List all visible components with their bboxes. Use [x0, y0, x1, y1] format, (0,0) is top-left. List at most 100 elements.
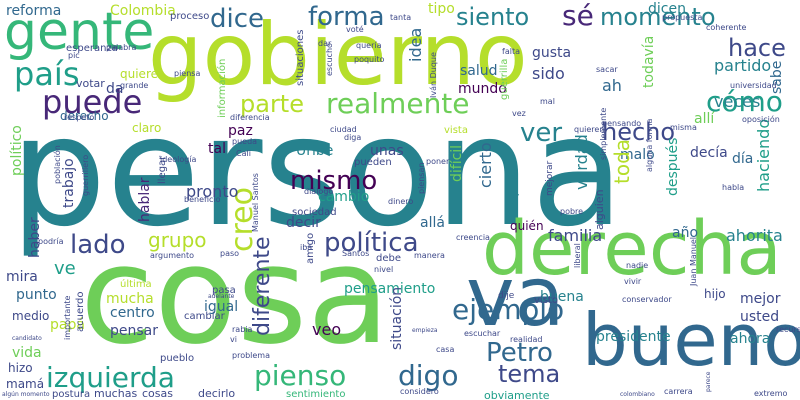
word-conservador: conservador — [622, 295, 672, 304]
word-mejor: mejor — [740, 291, 781, 307]
word-mama: mamá — [6, 377, 45, 391]
word-haciendo: haciendo — [754, 118, 773, 192]
word-escuchar: escuchar — [464, 329, 501, 338]
word-misma: misma — [670, 123, 697, 132]
word-pobre: pobre — [560, 207, 584, 216]
word-ahora: ahora — [730, 331, 771, 347]
word-esperanza: esperanza — [66, 43, 118, 54]
word-queria: quería — [356, 41, 382, 50]
word-tanta: tanta — [390, 13, 412, 22]
word-nadie: nadie — [626, 261, 649, 270]
word-falta: falta — [502, 47, 520, 56]
word-toda: toda — [610, 138, 634, 184]
word-politico: político — [9, 125, 25, 176]
word-mundo: mundo — [458, 81, 507, 97]
word-guerrillero: guerrillero — [81, 154, 90, 196]
word-empresa: empresa — [509, 168, 520, 212]
word-pensamiento: pensamiento — [344, 281, 436, 297]
word-guerrilla: guerrilla — [499, 58, 510, 100]
word-veo: veo — [312, 320, 342, 339]
word-mismo: mismo — [290, 166, 378, 196]
word-paso: paso — [220, 249, 240, 258]
word-cosa: cosa — [80, 217, 390, 374]
word-grupo: grupo — [148, 228, 207, 252]
word-buena: buena — [540, 289, 584, 305]
word-situacion: situación — [389, 286, 405, 350]
word-realmente: realmente — [326, 87, 470, 120]
word-alla: allá — [420, 215, 445, 231]
word-respeto: respeto — [64, 113, 95, 122]
word-palabra: palabra — [106, 43, 137, 52]
word-carrera: carrera — [664, 387, 693, 396]
word-uribe: Uribe — [296, 143, 334, 159]
word-derecho: derecho — [60, 109, 109, 123]
word-verdad: verdad — [572, 134, 591, 190]
word-problema: problema — [232, 351, 271, 360]
word-va: va — [466, 250, 565, 345]
word-punto: punto — [16, 287, 57, 303]
word-decir: decir — [286, 215, 321, 231]
word-pais: país — [14, 55, 80, 93]
word-alli: allí — [694, 111, 715, 127]
word-hace: hace — [728, 34, 786, 62]
word-dialogo: diálogo — [304, 187, 334, 196]
word-manuel-santos: Manuel Santos — [251, 173, 260, 232]
word-colombia: Colombia — [110, 3, 176, 19]
word-poner: poner — [426, 157, 450, 166]
word-pueblo: pueblo — [160, 353, 195, 364]
word-liberal: liberal — [573, 243, 582, 268]
word-usted: usted — [740, 309, 780, 325]
word-tipo: tipo — [428, 1, 455, 17]
word-mejorar: mejorar — [545, 160, 555, 196]
word-extremo: extremo — [754, 389, 788, 398]
word-pasa: pasa — [212, 285, 236, 296]
word-coherente: coherente — [706, 23, 747, 32]
word-juan-manuel: Juan Manuel — [689, 236, 698, 286]
word-salud: salud — [460, 63, 498, 79]
word-ejemplo: ejemplo — [452, 293, 565, 326]
word-alguna-forma: alguna forma — [645, 118, 654, 172]
word-vista: vista — [444, 125, 468, 136]
word-quieren: quieren — [574, 125, 605, 134]
word-podria: podría — [38, 237, 64, 246]
word-ahorita: ahorita — [726, 226, 783, 245]
word-situaciones: situaciones — [295, 29, 306, 86]
word-se: sé — [562, 0, 594, 32]
word-adelante: adelante — [208, 293, 235, 300]
word-pueda: pueda — [232, 137, 258, 146]
word-pic: pic — [68, 51, 80, 60]
word-debe: debe — [376, 253, 401, 264]
word-alguien: alguien — [593, 189, 606, 230]
word-muchas: muchas — [94, 387, 138, 400]
word-partido: partido — [714, 56, 772, 75]
word-petro: Petro — [486, 338, 553, 368]
word-lado: lado — [70, 230, 126, 260]
word-forma: forma — [308, 2, 385, 32]
word-manera: manera — [414, 251, 445, 260]
word-simplemente: simplemente — [599, 107, 608, 160]
word-hecho: hecho — [602, 118, 676, 146]
word-parte: parte — [240, 90, 304, 118]
word-ano: año — [672, 225, 699, 241]
word-quien: quién — [510, 219, 544, 233]
word-tal: tal — [208, 141, 226, 157]
word-ideologia: ideología — [160, 155, 197, 164]
word-ultima: última — [120, 279, 152, 290]
word-malo: malo — [620, 147, 655, 163]
word-tema: tema — [498, 360, 561, 388]
word-piensa: piensa — [174, 69, 201, 78]
word-decirlo: decirlo — [198, 387, 236, 400]
word-dia: día — [732, 151, 754, 167]
word-diga: diga — [344, 133, 362, 142]
word-empieza: empieza — [412, 327, 438, 334]
word-postura: postura — [52, 389, 91, 400]
word-centro: centro — [110, 305, 155, 321]
word-dificil: difícil — [449, 144, 465, 182]
word-algun-momento: algún momento — [2, 391, 50, 398]
word-vida: vida — [12, 345, 42, 361]
word-como: cómo — [706, 85, 783, 118]
word-visto: visto — [534, 295, 558, 306]
word-dicen: dicen — [648, 1, 686, 17]
word-mucha: mucha — [106, 291, 154, 307]
word-cosas: cosas — [142, 387, 173, 400]
